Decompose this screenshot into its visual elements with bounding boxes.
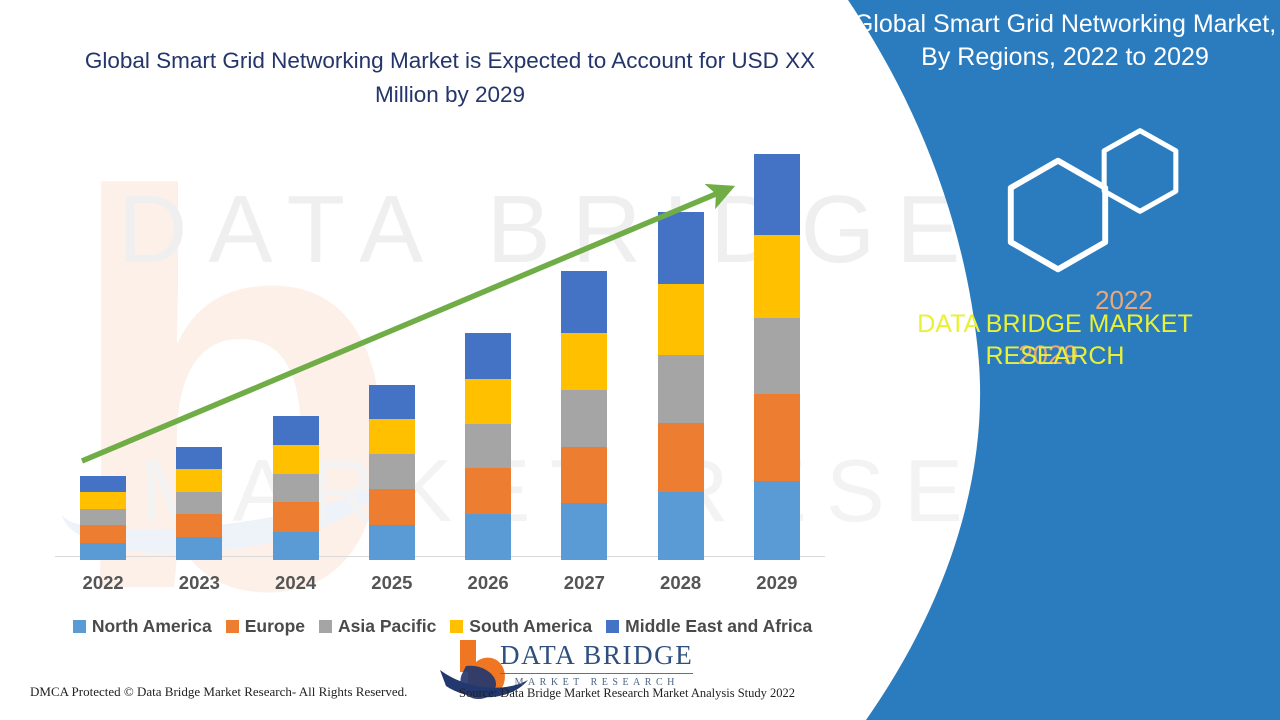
bar-segment [176, 492, 223, 515]
logo-wordmark: DATA BRIDGE MARKET RESEARCH [500, 640, 694, 688]
bar-segment [657, 422, 704, 493]
hex-label-2022: 2022 [1095, 285, 1153, 315]
chart-title: Global Smart Grid Networking Market is E… [84, 48, 816, 107]
hex-label-2029: 2029 [1018, 340, 1079, 370]
brand-line2: RESEARCH [985, 342, 1125, 370]
x-axis-label-2026: 2026 [467, 572, 509, 593]
footer-copyright: DMCA Protected © Data Bridge Market Rese… [30, 684, 408, 699]
bar-segment [657, 211, 704, 284]
bar-2026 [465, 333, 512, 560]
bar-segment [561, 503, 608, 560]
legend-item-north-america[interactable]: North America [72, 616, 212, 637]
bar-segment [80, 542, 127, 560]
bar-segment [657, 354, 704, 423]
x-axis-label-2025: 2025 [371, 572, 413, 593]
legend-item-asia-pacific[interactable]: Asia Pacific [319, 616, 436, 637]
bar-segment [465, 423, 512, 469]
logo-tagline: MARKET RESEARCH [514, 677, 679, 688]
bar-segment [753, 394, 800, 482]
x-axis-label-2022: 2022 [82, 572, 124, 593]
brand-name: DATA BRIDGE MARKET RESEARCH [830, 308, 1280, 372]
chart-legend: North America Europe Asia Pacific South Ame… [55, 616, 830, 637]
legend-swatch-icon [225, 620, 239, 633]
bar-segment [272, 415, 319, 446]
bar-segment [368, 454, 415, 490]
bar-2023 [176, 446, 223, 560]
bar-segment [176, 469, 223, 493]
bar-segment [272, 473, 319, 503]
x-axis-label-2023: 2023 [178, 572, 220, 593]
x-axis-label-2028: 2028 [660, 572, 702, 593]
bar-segment [368, 525, 415, 560]
bar-segment [657, 283, 704, 355]
bar-segment [80, 492, 127, 509]
data-bridge-logo-mark [440, 640, 528, 700]
bar-segment [272, 445, 319, 474]
x-axis-label-2027: 2027 [563, 572, 605, 593]
panel-title-line2: By Regions, 2022 to 2029 [921, 43, 1209, 71]
bar-segment [465, 468, 512, 515]
bar-segment [561, 446, 608, 504]
brand-line1: DATA BRIDGE MARKET [917, 310, 1193, 338]
bar-segment [176, 446, 223, 470]
bar-2022 [80, 476, 127, 560]
bar-segment [80, 525, 127, 543]
bar-segment [80, 476, 127, 493]
bar-segment [368, 489, 415, 526]
hexagon-badges: 2022 2029 [840, 125, 1270, 370]
x-axis-label-2024: 2024 [275, 572, 317, 593]
bar-segment [753, 234, 800, 318]
bar-segment [465, 514, 512, 560]
legend-item-middle-east-and-africa[interactable]: Middle East and Africa [606, 616, 812, 637]
bar-segment [80, 508, 127, 526]
x-axis-labels: 2022 2023 2024 2025 2026 2027 2028 2029 [55, 572, 825, 602]
legend-item-europe[interactable]: Europe [225, 616, 306, 637]
legend-swatch-icon [606, 620, 620, 633]
bar-2028 [657, 211, 704, 560]
bar-chart-plot [55, 150, 830, 560]
bar-segment [272, 502, 319, 532]
right-blue-panel: Global Smart Grid Networking Market, By … [830, 0, 1280, 720]
legend-label: South America [469, 616, 593, 636]
legend-label: Europe [244, 616, 306, 636]
panel-title: Global Smart Grid Networking Market, By … [850, 8, 1280, 74]
bar-segment [176, 537, 223, 560]
bar-segment [465, 333, 512, 379]
chart-baseline [55, 556, 825, 557]
logo-name: DATA BRIDGE [500, 640, 694, 674]
bar-2027 [561, 270, 608, 560]
bar-segment [561, 389, 608, 447]
bar-segment [753, 317, 800, 395]
legend-label: Asia Pacific [338, 616, 437, 636]
legend-swatch-icon [72, 620, 86, 633]
legend-item-south-america[interactable]: South America [450, 616, 592, 637]
bar-segment [753, 481, 800, 560]
bar-segment [368, 419, 415, 455]
bar-segment [753, 154, 800, 235]
bar-segment [368, 385, 415, 420]
bar-segment [176, 514, 223, 538]
legend-label: Middle East and Africa [625, 616, 813, 636]
footer-source: Source: Data Bridge Market Research Mark… [459, 686, 796, 700]
bar-segment [272, 531, 319, 560]
bar-segment [561, 333, 608, 390]
bar-segment [465, 378, 512, 424]
bar-segment [561, 270, 608, 333]
bar-segment [657, 492, 704, 560]
bar-2024 [272, 415, 319, 560]
bar-2025 [368, 385, 415, 560]
legend-label: North America [91, 616, 212, 636]
bar-2029 [753, 154, 800, 560]
panel-title-line1: Global Smart Grid Networking Market, [853, 10, 1277, 38]
legend-swatch-icon [450, 620, 464, 633]
legend-swatch-icon [319, 620, 333, 633]
x-axis-label-2029: 2029 [756, 572, 798, 593]
